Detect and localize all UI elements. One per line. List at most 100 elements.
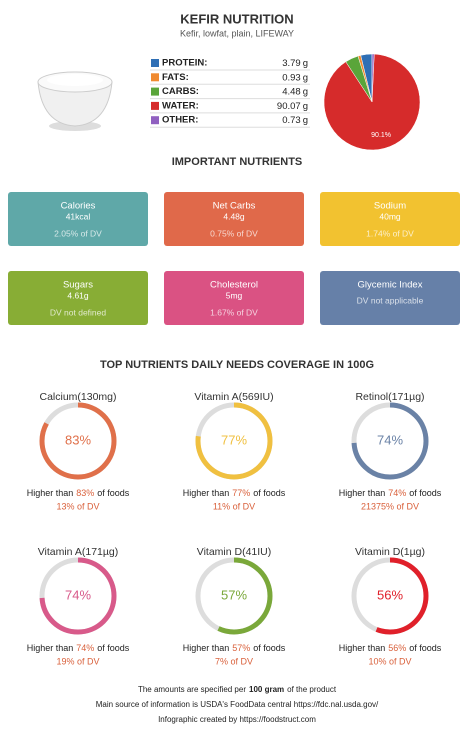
- macro-value: 4.48 g: [282, 86, 308, 97]
- nutrient-card: [164, 192, 304, 246]
- pie-slice: [323, 53, 421, 151]
- ring-arc: [351, 402, 429, 480]
- card-amount: 4.48g: [223, 211, 245, 221]
- ring-name: Vitamin A(171µg): [38, 546, 119, 558]
- ring-percent: 77%: [221, 432, 247, 447]
- higher-prefix: Higher than: [183, 643, 230, 653]
- higher-than: Higher than 83% of foods: [27, 488, 130, 498]
- macro-label: PROTEIN:: [162, 58, 207, 69]
- higher-prefix: Higher than: [27, 488, 74, 498]
- legend-swatch: [151, 59, 159, 67]
- card-dv: 1.67% of DV: [210, 307, 258, 317]
- legend-swatch: [151, 101, 159, 110]
- ring-arc: [39, 402, 117, 480]
- nutrient-card: [320, 271, 460, 325]
- macro-label: CARBS:: [162, 86, 199, 97]
- macro-number: 0.73: [282, 115, 301, 126]
- card-dv: 2.05% of DV: [54, 228, 102, 238]
- card-name: Calories: [61, 201, 96, 212]
- higher-suffix: of foods: [97, 643, 130, 653]
- macro-number: 0.93: [282, 72, 301, 83]
- card-name: Sugars: [63, 280, 93, 291]
- higher-percent: 74%: [76, 643, 94, 653]
- ring-name: Calcium(130mg): [39, 391, 116, 403]
- footer-text: of the product: [287, 685, 337, 694]
- ring-percent: 57%: [221, 587, 247, 602]
- higher-than: Higher than 57% of foods: [183, 643, 286, 653]
- higher-prefix: Higher than: [27, 643, 74, 653]
- ring-arc: [351, 557, 429, 635]
- card-dv: 1.74% of DV: [366, 228, 414, 238]
- macro-number: 3.79: [282, 58, 301, 69]
- higher-suffix: of foods: [253, 643, 286, 653]
- legend-swatch: [151, 73, 159, 82]
- ring-name: Vitamin D(41IU): [197, 546, 272, 558]
- ring-percent: 74%: [65, 587, 91, 602]
- macro-number: 4.48: [282, 86, 301, 97]
- card-dv: DV not defined: [50, 307, 107, 317]
- higher-suffix: of foods: [253, 488, 286, 498]
- macro-value: 0.73 g: [282, 115, 308, 126]
- card-name: Sodium: [374, 201, 406, 212]
- macro-value: 3.79 g: [282, 58, 308, 69]
- higher-than: Higher than 74% of foods: [27, 643, 130, 653]
- higher-than: Higher than 77% of foods: [183, 488, 286, 498]
- ring-dv: 21375% of DV: [361, 501, 419, 511]
- nutrient-card: [8, 192, 148, 246]
- ring-dv: 10% of DV: [368, 656, 411, 666]
- footer-text: The amounts are specified per: [138, 685, 246, 694]
- higher-percent: 56%: [388, 643, 406, 653]
- ring-name: Vitamin D(1µg): [355, 546, 425, 558]
- higher-percent: 83%: [76, 488, 94, 498]
- card-name: Glycemic Index: [358, 280, 423, 291]
- card-amount: 41kcal: [66, 211, 91, 221]
- ring-arc: [39, 557, 117, 635]
- higher-than: Higher than 56% of foods: [339, 643, 442, 653]
- higher-prefix: Higher than: [183, 488, 230, 498]
- higher-than: Higher than 74% of foods: [339, 488, 442, 498]
- footer-bold: 100 gram: [249, 685, 284, 694]
- ring-percent: 74%: [377, 432, 403, 447]
- macro-unit: g: [303, 86, 308, 97]
- ring-dv: 13% of DV: [56, 501, 99, 511]
- footer-note: The amounts are specified per 100 gram of …: [138, 685, 337, 694]
- macro-value: 0.93 g: [282, 72, 308, 83]
- ring-name: Retinol(171µg): [355, 391, 424, 403]
- card-amount: 4.61g: [67, 290, 89, 300]
- higher-suffix: of foods: [97, 488, 130, 498]
- card-amount: 5mg: [226, 290, 243, 300]
- nutrient-card: [320, 192, 460, 246]
- section-title: TOP NUTRIENTS DAILY NEEDS COVERAGE IN 10…: [100, 359, 374, 371]
- pie-label: 90.1%: [371, 132, 391, 139]
- legend-swatch: [151, 87, 159, 96]
- ring-percent: 56%: [377, 587, 403, 602]
- macro-unit: g: [303, 72, 308, 83]
- macro-label: FATS:: [162, 72, 189, 83]
- macro-label: WATER:: [162, 100, 199, 111]
- macro-label: OTHER:: [162, 115, 198, 126]
- card-amount: 40mg: [379, 211, 401, 221]
- macro-value: 90.07 g: [277, 100, 308, 111]
- pie-slice: [371, 53, 375, 103]
- ring-percent: 83%: [65, 432, 91, 447]
- title: KEFIR NUTRITION: [180, 11, 293, 26]
- higher-suffix: of foods: [409, 488, 442, 498]
- ring-arc: [195, 557, 273, 635]
- macro-unit: g: [303, 115, 308, 126]
- higher-suffix: of foods: [409, 643, 442, 653]
- section-title: IMPORTANT NUTRIENTS: [172, 156, 303, 168]
- higher-percent: 74%: [388, 488, 406, 498]
- ring-dv: 7% of DV: [215, 656, 253, 666]
- ring-arc: [195, 402, 273, 480]
- higher-prefix: Higher than: [339, 643, 386, 653]
- ring-dv: 11% of DV: [213, 501, 255, 511]
- footer-source: Main source of information is USDA's Foo…: [96, 700, 379, 709]
- subtitle: Kefir, lowfat, plain, LIFEWAY: [180, 28, 294, 38]
- macro-unit: g: [303, 100, 308, 111]
- macro-number: 90.07: [277, 100, 301, 111]
- ring-dv: 19% of DV: [56, 656, 99, 666]
- higher-percent: 57%: [232, 643, 250, 653]
- card-dv: DV not applicable: [357, 295, 424, 305]
- card-name: Cholesterol: [210, 280, 258, 291]
